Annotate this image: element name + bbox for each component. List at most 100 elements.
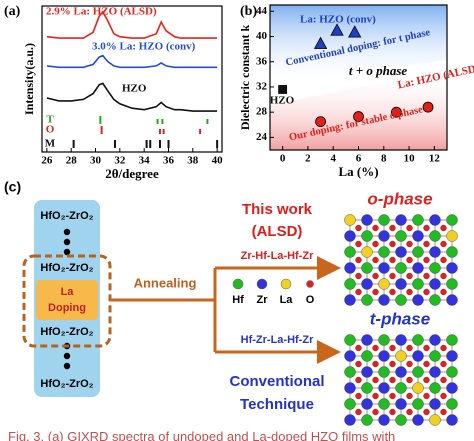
atom bbox=[355, 256, 362, 264]
atom bbox=[378, 214, 390, 226]
atom bbox=[446, 398, 458, 410]
atom bbox=[412, 414, 424, 426]
atom bbox=[372, 344, 379, 352]
marker bbox=[278, 85, 288, 94]
atom bbox=[429, 214, 441, 226]
atom bbox=[440, 272, 447, 280]
marker bbox=[315, 116, 326, 128]
atom bbox=[361, 350, 373, 362]
atom bbox=[395, 294, 407, 306]
atom bbox=[440, 240, 447, 248]
spectrum-line bbox=[46, 10, 218, 39]
atom bbox=[429, 294, 441, 306]
atom bbox=[378, 278, 390, 290]
atom bbox=[344, 278, 356, 290]
x-tick-label: 6 bbox=[356, 153, 362, 165]
atom bbox=[406, 256, 413, 264]
atom bbox=[429, 278, 441, 290]
atom bbox=[355, 288, 362, 296]
sequence: Zr-Hf-La-Hf-Zr bbox=[241, 250, 314, 262]
atom bbox=[412, 214, 424, 226]
atom bbox=[344, 350, 356, 362]
atom bbox=[412, 398, 424, 410]
y-tick-label: 36 bbox=[256, 55, 268, 67]
x-tick-label: 12 bbox=[429, 153, 441, 165]
layer-label: HfO₂-ZrO₂ bbox=[40, 210, 93, 222]
atom bbox=[361, 214, 373, 226]
x-tick-label: 26 bbox=[41, 155, 53, 167]
element-label: La bbox=[280, 294, 294, 306]
atom bbox=[406, 272, 413, 280]
atom bbox=[440, 408, 447, 416]
doping-box bbox=[36, 280, 98, 320]
x-tick-label: 0 bbox=[280, 153, 286, 165]
atom bbox=[378, 366, 390, 378]
series-label: HZO bbox=[122, 83, 147, 95]
reference-label: T bbox=[46, 114, 54, 126]
atom bbox=[361, 246, 373, 258]
atom bbox=[395, 414, 407, 426]
atom bbox=[412, 366, 424, 378]
atom bbox=[423, 256, 430, 264]
y-tick-label: 40 bbox=[256, 30, 268, 42]
phase-label: o-phase bbox=[367, 189, 432, 208]
x-tick-label: 28 bbox=[66, 155, 78, 167]
plot-frame bbox=[41, 5, 223, 153]
series-label: La: HZO (conv) bbox=[300, 14, 376, 26]
panel-label: (c) bbox=[4, 179, 21, 195]
stack-dot bbox=[63, 352, 71, 360]
atom bbox=[355, 272, 362, 280]
atom bbox=[378, 246, 390, 258]
element-key bbox=[256, 278, 268, 290]
atom bbox=[440, 392, 447, 400]
atom bbox=[429, 382, 441, 394]
y-tick-label: 32 bbox=[256, 80, 268, 92]
atom bbox=[395, 246, 407, 258]
atom bbox=[378, 414, 390, 426]
atom bbox=[412, 230, 424, 242]
atom bbox=[355, 392, 362, 400]
atom bbox=[355, 224, 362, 232]
atom bbox=[372, 288, 379, 296]
method-name: (ALSD) bbox=[252, 223, 303, 240]
atom bbox=[429, 334, 441, 346]
atom bbox=[423, 344, 430, 352]
atom bbox=[361, 366, 373, 378]
x-tick-label: 30 bbox=[90, 155, 102, 167]
atom bbox=[389, 272, 396, 280]
panel-label: (b) bbox=[240, 4, 257, 19]
atom bbox=[344, 294, 356, 306]
x-tick-label: 36 bbox=[163, 155, 175, 167]
atom bbox=[412, 350, 424, 362]
atom bbox=[406, 376, 413, 384]
atom bbox=[412, 278, 424, 290]
atom bbox=[412, 262, 424, 274]
atom bbox=[446, 366, 458, 378]
atom bbox=[372, 392, 379, 400]
doping-label: La bbox=[61, 286, 75, 298]
atom bbox=[440, 360, 447, 368]
marker bbox=[391, 106, 402, 118]
annotation: t + o phase bbox=[349, 63, 408, 78]
reference-label: M bbox=[45, 138, 56, 150]
x-axis-label: 2θ/degree bbox=[105, 166, 159, 181]
atom bbox=[423, 392, 430, 400]
stack-dot bbox=[63, 248, 71, 256]
atom bbox=[344, 366, 356, 378]
atom bbox=[372, 408, 379, 416]
atom bbox=[446, 294, 458, 306]
atom bbox=[389, 392, 396, 400]
element-label: O bbox=[306, 294, 315, 306]
series-label: HZO bbox=[270, 95, 295, 107]
atom bbox=[372, 256, 379, 264]
atom bbox=[440, 376, 447, 384]
atom bbox=[423, 288, 430, 296]
atom bbox=[406, 288, 413, 296]
atom bbox=[440, 224, 447, 232]
atom bbox=[378, 262, 390, 274]
atom bbox=[389, 256, 396, 264]
atom bbox=[423, 360, 430, 368]
atom bbox=[355, 376, 362, 384]
